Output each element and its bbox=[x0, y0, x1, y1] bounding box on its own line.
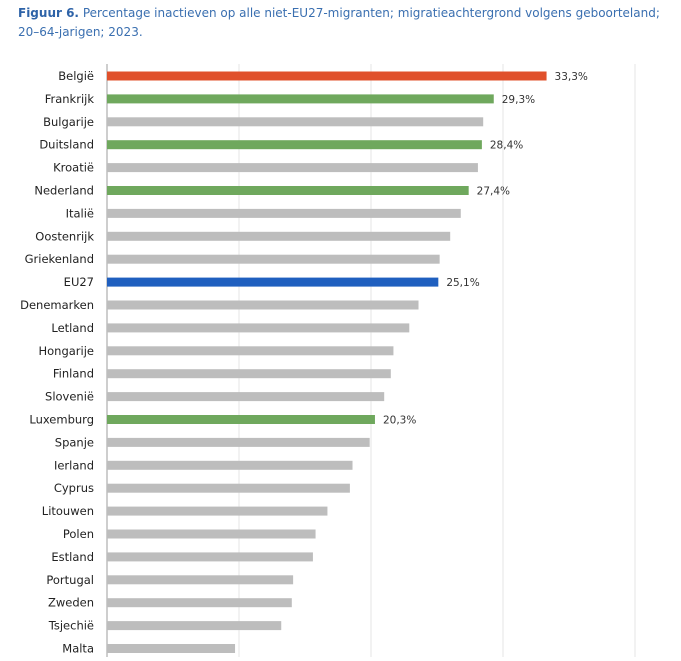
category-label: Spanje bbox=[55, 435, 94, 449]
bar bbox=[107, 140, 482, 150]
bar bbox=[107, 254, 440, 264]
bar bbox=[107, 415, 375, 424]
value-label: 29,3% bbox=[502, 94, 535, 106]
bar bbox=[107, 437, 370, 447]
bar bbox=[107, 552, 313, 562]
category-label: België bbox=[58, 69, 94, 83]
category-label: Cyprus bbox=[54, 481, 94, 495]
bar bbox=[107, 392, 385, 402]
value-label: 25,1% bbox=[446, 277, 479, 289]
category-label: Kroatië bbox=[53, 161, 94, 175]
category-label: Estland bbox=[51, 550, 94, 564]
category-label: Hongarije bbox=[38, 344, 94, 358]
bar bbox=[107, 117, 484, 127]
bar bbox=[107, 369, 391, 379]
category-label: EU27 bbox=[64, 275, 94, 289]
bar bbox=[107, 483, 350, 493]
bar bbox=[107, 598, 292, 608]
category-label: Nederland bbox=[34, 184, 94, 198]
bar bbox=[107, 506, 328, 516]
category-label: Zweden bbox=[48, 596, 94, 610]
bar bbox=[107, 231, 451, 241]
value-label: 33,3% bbox=[555, 71, 588, 83]
bar bbox=[107, 277, 439, 287]
bar bbox=[107, 71, 547, 81]
category-label: Bulgarije bbox=[43, 115, 94, 129]
category-label: Litouwen bbox=[42, 504, 94, 518]
category-label: Portugal bbox=[46, 573, 94, 587]
bar bbox=[107, 346, 394, 356]
bar bbox=[107, 621, 282, 631]
value-label: 20,3% bbox=[383, 415, 416, 427]
bar bbox=[107, 529, 316, 539]
category-label: Duitsland bbox=[39, 138, 94, 152]
figure-caption: Figuur 6. Percentage inactieven op alle … bbox=[18, 4, 668, 42]
bar bbox=[107, 323, 410, 333]
bar bbox=[107, 94, 494, 104]
category-label: Tsjechië bbox=[48, 619, 94, 633]
figure-number: Figuur 6. bbox=[18, 6, 79, 20]
bar bbox=[107, 575, 294, 585]
bar bbox=[107, 186, 469, 195]
category-label: Letland bbox=[51, 321, 94, 335]
value-label: 27,4% bbox=[477, 186, 510, 198]
value-label: 28,4% bbox=[490, 140, 523, 152]
category-label: Luxemburg bbox=[29, 413, 94, 427]
category-label: Malta bbox=[62, 642, 94, 656]
bar bbox=[107, 163, 478, 173]
category-label: Frankrijk bbox=[45, 92, 95, 106]
category-label: Oostenrijk bbox=[35, 229, 94, 243]
bar bbox=[107, 460, 353, 470]
category-label: Griekenland bbox=[25, 252, 94, 266]
bar bbox=[107, 208, 461, 218]
category-label: Denemarken bbox=[20, 298, 94, 312]
category-label: Finland bbox=[53, 367, 94, 381]
bar bbox=[107, 644, 236, 653]
bar bbox=[107, 300, 419, 310]
category-label: Slovenië bbox=[45, 390, 94, 404]
category-label: Italië bbox=[66, 206, 94, 220]
figure-title: Percentage inactieven op alle niet-EU27-… bbox=[18, 6, 660, 39]
category-label: Polen bbox=[63, 527, 94, 541]
category-label: Ierland bbox=[54, 458, 94, 472]
